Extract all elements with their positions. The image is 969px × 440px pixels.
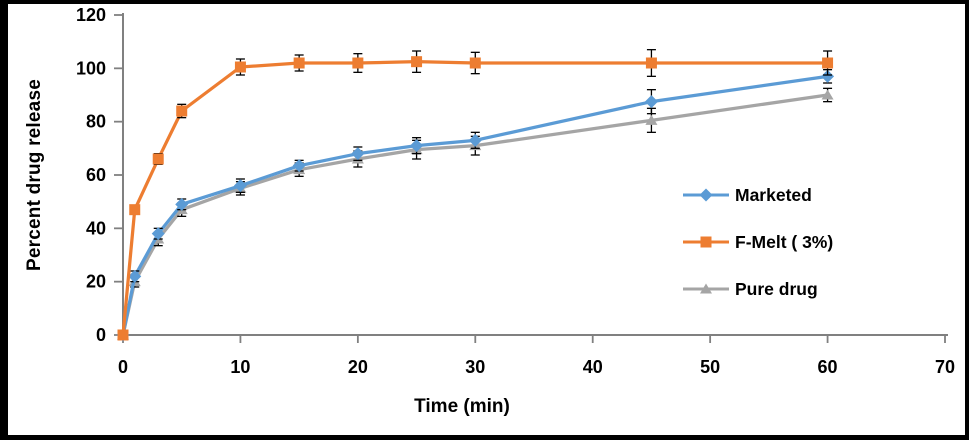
legend-entry-puredrug: Pure drug [683, 276, 833, 302]
svg-text:20: 20 [86, 272, 106, 292]
svg-text:40: 40 [583, 357, 603, 377]
svg-text:50: 50 [700, 357, 720, 377]
svg-text:0: 0 [118, 357, 128, 377]
legend-entry-fmelt: F-Melt ( 3%) [683, 229, 833, 255]
legend-label-fmelt: F-Melt ( 3%) [735, 231, 834, 252]
legend-label-puredrug: Pure drug [735, 278, 818, 299]
legend-label-marketed: Marketed [735, 184, 812, 205]
svg-text:0: 0 [96, 325, 106, 345]
puredrug-series-marker-icon [683, 283, 729, 294]
svg-text:120: 120 [76, 5, 106, 25]
marketed-series-marker-icon [683, 188, 729, 202]
legend-entry-marketed: Marketed [683, 182, 833, 208]
svg-text:60: 60 [86, 165, 106, 185]
y-axis-title: Percent drug release [24, 79, 45, 271]
svg-text:80: 80 [86, 112, 106, 132]
x-axis-title: Time (min) [414, 396, 510, 417]
svg-text:20: 20 [348, 357, 368, 377]
svg-text:30: 30 [465, 357, 485, 377]
svg-text:60: 60 [818, 357, 838, 377]
chart-legend: Marketed F-Melt ( 3%) Pure drug [683, 182, 833, 323]
fmelt-series-marker-icon [683, 236, 729, 248]
svg-text:10: 10 [230, 357, 250, 377]
svg-text:100: 100 [76, 58, 106, 78]
svg-text:40: 40 [86, 218, 106, 238]
svg-text:70: 70 [935, 357, 955, 377]
